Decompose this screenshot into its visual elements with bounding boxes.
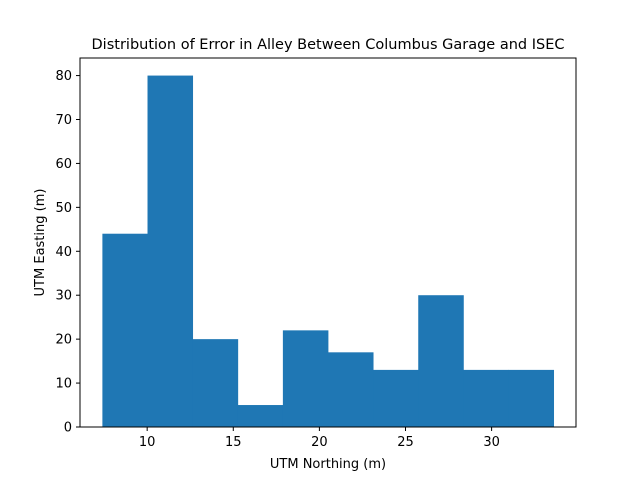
x-axis-label: UTM Northing (m) <box>270 457 386 472</box>
y-tick-label: 50 <box>55 201 72 216</box>
histogram-bar <box>192 339 239 427</box>
histogram-bar <box>282 330 329 427</box>
x-tick-label: 20 <box>311 435 328 450</box>
histogram-bar <box>237 405 284 427</box>
y-tick-label: 0 <box>64 421 72 436</box>
y-tick-label: 70 <box>55 113 72 128</box>
chart-title: Distribution of Error in Alley Between C… <box>92 37 565 53</box>
histogram-bar <box>418 295 464 427</box>
histogram-bar <box>147 75 194 428</box>
x-tick-label: 25 <box>397 435 414 450</box>
x-tick-label: 15 <box>225 435 242 450</box>
x-axis: 10 15 20 25 30 <box>139 427 500 450</box>
y-axis-label: UTM Easting (m) <box>33 189 48 297</box>
x-tick-label: 30 <box>483 435 500 450</box>
plot-frame <box>79 57 577 428</box>
y-tick-label: 30 <box>55 289 72 304</box>
y-tick-label: 20 <box>55 333 72 348</box>
x-tick-label: 10 <box>139 435 156 450</box>
histogram-bar <box>508 369 555 427</box>
y-tick-label: 60 <box>55 157 72 172</box>
histogram-bar <box>463 369 509 427</box>
histogram-bar <box>102 233 148 427</box>
y-tick-label: 40 <box>55 245 72 260</box>
y-tick-label: 10 <box>55 377 72 392</box>
y-tick-label: 80 <box>55 69 72 84</box>
y-axis: 0 10 20 30 40 50 60 70 80 <box>55 69 80 436</box>
histogram-bar <box>328 352 374 427</box>
histogram-bar <box>373 369 419 427</box>
bars-group <box>102 75 555 428</box>
